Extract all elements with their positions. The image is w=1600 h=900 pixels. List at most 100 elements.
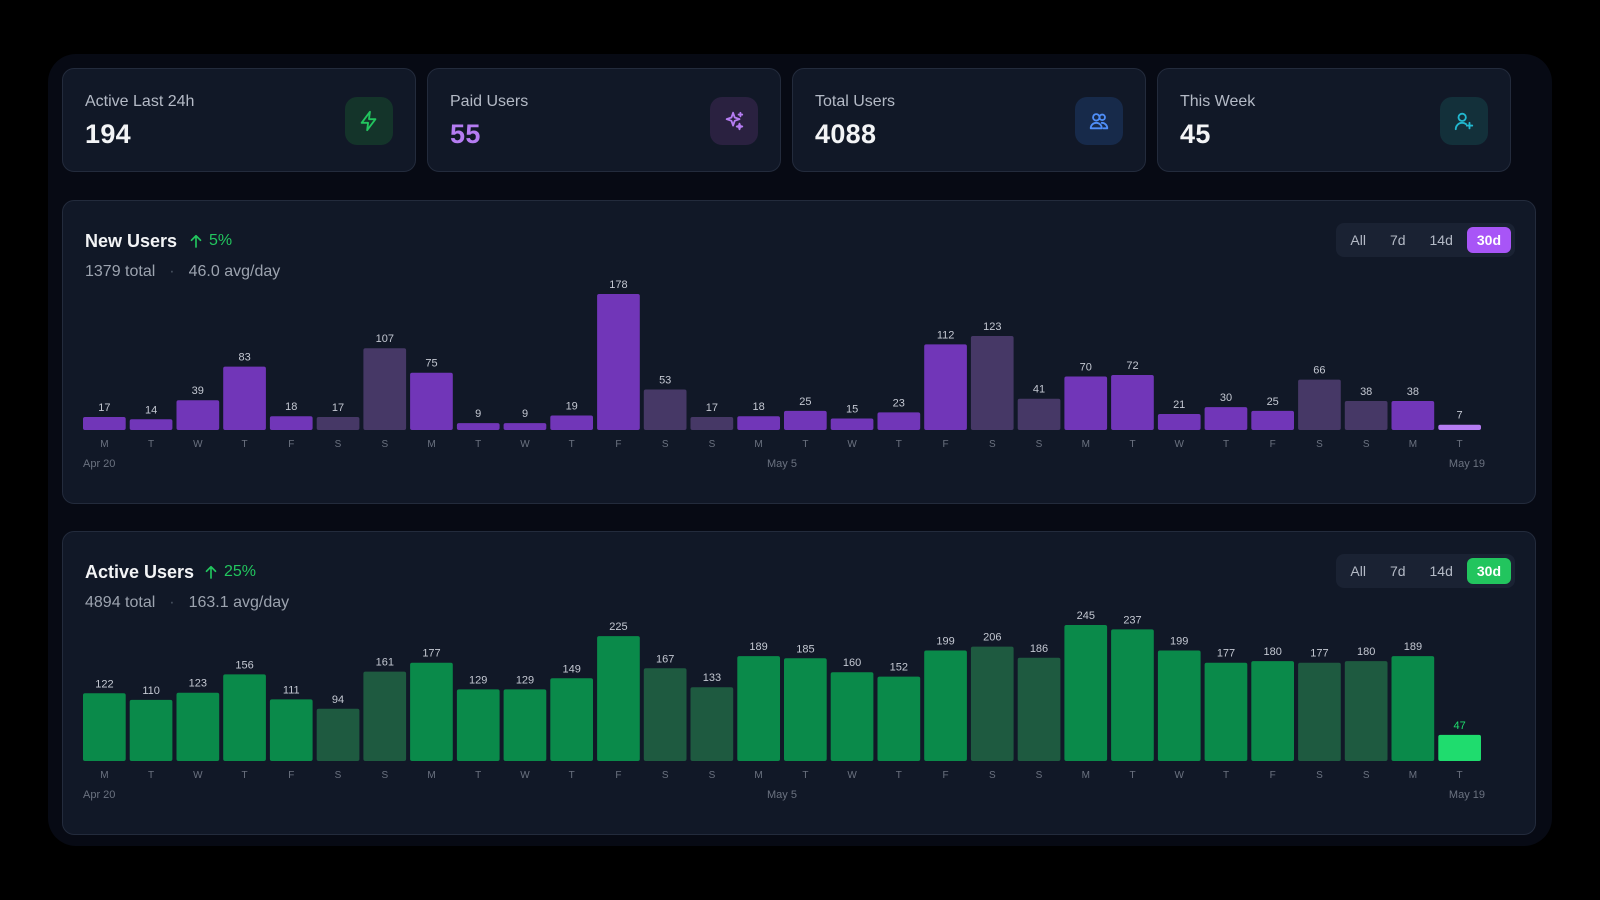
chart-bar <box>737 656 780 761</box>
bar-value-label: 189 <box>749 641 767 653</box>
bar-value-label: 38 <box>1407 386 1419 398</box>
chart-bar <box>83 417 126 430</box>
bar-value-label: 72 <box>1126 360 1138 372</box>
range-14d-button[interactable]: 14d <box>1429 563 1453 579</box>
x-tick-label: S <box>662 770 669 781</box>
x-tick-label: T <box>802 439 808 450</box>
bar-value-label: 107 <box>376 333 394 345</box>
bar-value-label: 123 <box>983 321 1001 333</box>
bar-value-label: 17 <box>706 402 718 414</box>
range-30d-button[interactable]: 30d <box>1466 558 1511 584</box>
x-tick-label: S <box>381 439 388 450</box>
chart-bar <box>363 671 407 761</box>
x-tick-label: T <box>475 770 481 781</box>
chart-bar <box>1438 424 1481 430</box>
chart-bar <box>83 693 126 761</box>
chart-bar <box>784 410 827 430</box>
new-users-panel: New Users 5% 1379 total · 46.0 avg/day All… <box>62 200 1536 504</box>
growth-value: 25% <box>224 563 257 580</box>
chart-bar <box>1111 629 1154 761</box>
x-tick-label: F <box>615 770 621 781</box>
x-tick-label: S <box>989 770 996 781</box>
chart-bar <box>1157 414 1201 430</box>
x-tick-label: W <box>520 770 530 781</box>
x-tick-label: S <box>1316 770 1323 781</box>
bar-value-label: 112 <box>937 329 955 341</box>
bar-value-label: 39 <box>192 385 204 397</box>
bar-value-label: 178 <box>609 279 627 291</box>
x-tick-label: T <box>1457 770 1463 781</box>
x-tick-label: T <box>242 439 248 450</box>
stat-card-total-users[interactable]: Total Users 4088 <box>792 68 1146 172</box>
stat-card-paid-users[interactable]: Paid Users 55 <box>427 68 781 172</box>
chart-bar <box>223 366 266 430</box>
chart-bar <box>690 417 734 430</box>
bolt-icon <box>345 97 393 145</box>
x-tick-label: T <box>1457 439 1463 450</box>
bar-value-label: 177 <box>1217 648 1235 660</box>
date-axis-label: Apr 20 <box>83 789 115 801</box>
range-7d-button[interactable]: 7d <box>1389 232 1406 248</box>
x-tick-label: M <box>100 770 108 781</box>
chart-bar <box>316 708 360 761</box>
x-tick-label: W <box>193 770 203 781</box>
bar-value-label: 185 <box>796 643 814 655</box>
stat-card-this-week[interactable]: This Week 45 <box>1157 68 1511 172</box>
x-tick-label: T <box>802 770 808 781</box>
range-7d-button[interactable]: 7d <box>1389 563 1406 579</box>
avg-text: 46.0 avg/day <box>188 263 281 280</box>
bar-value-label: 41 <box>1033 384 1045 396</box>
active-users-bar-chart: 122 M 110 T 123 W 156 T 111 F 94 S 161 S 177 M 129 T 129 W 1… <box>83 610 1485 801</box>
chart-bar <box>924 344 967 430</box>
chart-bar <box>1391 656 1435 761</box>
x-tick-label: M <box>754 770 762 781</box>
arrow-up-icon <box>205 565 217 579</box>
range-14d-button[interactable]: 14d <box>1429 232 1453 248</box>
chart-bar <box>1251 410 1294 430</box>
growth-value: 5% <box>209 232 233 249</box>
stat-card-active-24h[interactable]: Active Last 24h 194 <box>62 68 416 172</box>
x-tick-label: S <box>335 439 342 450</box>
bar-value-label: 180 <box>1264 646 1282 658</box>
bar-value-label: 21 <box>1173 399 1185 411</box>
x-tick-label: T <box>569 439 575 450</box>
bar-value-label: 177 <box>1310 648 1328 660</box>
separator-dot: · <box>169 263 175 280</box>
chart-bar <box>176 400 220 430</box>
chart-bar <box>597 636 640 761</box>
bar-value-label: 167 <box>656 653 674 665</box>
x-tick-label: T <box>242 770 248 781</box>
bar-value-label: 47 <box>1453 720 1465 732</box>
chart-bar <box>503 689 547 761</box>
date-axis-label: May 19 <box>1449 789 1485 801</box>
chart-bar <box>830 418 874 430</box>
x-tick-label: S <box>1036 439 1043 450</box>
stat-label: Total Users <box>815 93 896 110</box>
range-all-button[interactable]: All <box>1350 563 1366 579</box>
users-icon <box>1075 97 1123 145</box>
range-30d-button[interactable]: 30d <box>1466 227 1511 253</box>
chart-bar <box>223 674 266 761</box>
bar-value-label: 206 <box>983 632 1001 644</box>
separator-dot: · <box>169 594 175 611</box>
stat-label: Paid Users <box>450 93 529 110</box>
x-tick-label: T <box>896 770 902 781</box>
x-tick-label: F <box>1270 770 1276 781</box>
x-tick-label: M <box>100 439 108 450</box>
chart-bar <box>316 417 360 430</box>
chart-bar <box>1298 662 1341 761</box>
bar-value-label: 133 <box>703 672 721 684</box>
chart-bar <box>877 676 921 761</box>
total-text: 1379 total <box>85 263 156 280</box>
bar-value-label: 110 <box>142 685 160 697</box>
growth-badge: 5% <box>187 232 232 250</box>
bar-value-label: 38 <box>1360 386 1372 398</box>
x-tick-label: M <box>427 770 435 781</box>
bar-value-label: 152 <box>890 662 908 674</box>
chart-bar <box>970 336 1014 430</box>
chart-bar <box>737 416 780 430</box>
range-all-button[interactable]: All <box>1350 232 1366 248</box>
new-users-bar-chart: 17 M 14 T 39 W 83 T 18 F 17 S 107 S 75 M 9 T 9 W 19 T 178 F 53 S 1… <box>83 279 1485 470</box>
chart-bar <box>970 646 1014 761</box>
x-tick-label: F <box>943 770 949 781</box>
